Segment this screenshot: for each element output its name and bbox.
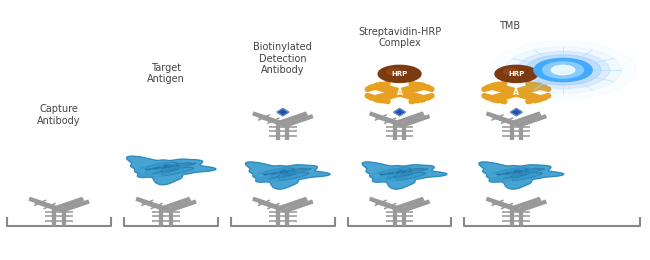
- Text: Biotinylated
Detection
Antibody: Biotinylated Detection Antibody: [254, 42, 312, 75]
- Text: Capture
Antibody: Capture Antibody: [37, 104, 81, 126]
- Text: Streptavidin-HRP
Complex: Streptavidin-HRP Complex: [358, 27, 441, 48]
- Polygon shape: [510, 108, 522, 116]
- Text: Target
Antigen: Target Antigen: [147, 63, 185, 84]
- Polygon shape: [394, 108, 406, 116]
- Polygon shape: [362, 162, 447, 189]
- Text: HRP: HRP: [391, 71, 408, 77]
- Text: A: A: [514, 88, 519, 97]
- Circle shape: [378, 65, 421, 82]
- Circle shape: [534, 58, 592, 82]
- Polygon shape: [479, 162, 564, 189]
- Circle shape: [504, 69, 519, 75]
- Circle shape: [516, 51, 610, 89]
- Circle shape: [551, 65, 575, 75]
- Text: A: A: [396, 88, 402, 97]
- Text: HRP: HRP: [508, 71, 525, 77]
- Polygon shape: [246, 162, 330, 189]
- Circle shape: [543, 62, 584, 78]
- Polygon shape: [277, 108, 289, 116]
- Circle shape: [525, 55, 601, 85]
- Circle shape: [495, 65, 538, 82]
- Text: TMB: TMB: [499, 21, 521, 31]
- Circle shape: [387, 69, 402, 75]
- Circle shape: [504, 47, 621, 93]
- Polygon shape: [127, 156, 216, 185]
